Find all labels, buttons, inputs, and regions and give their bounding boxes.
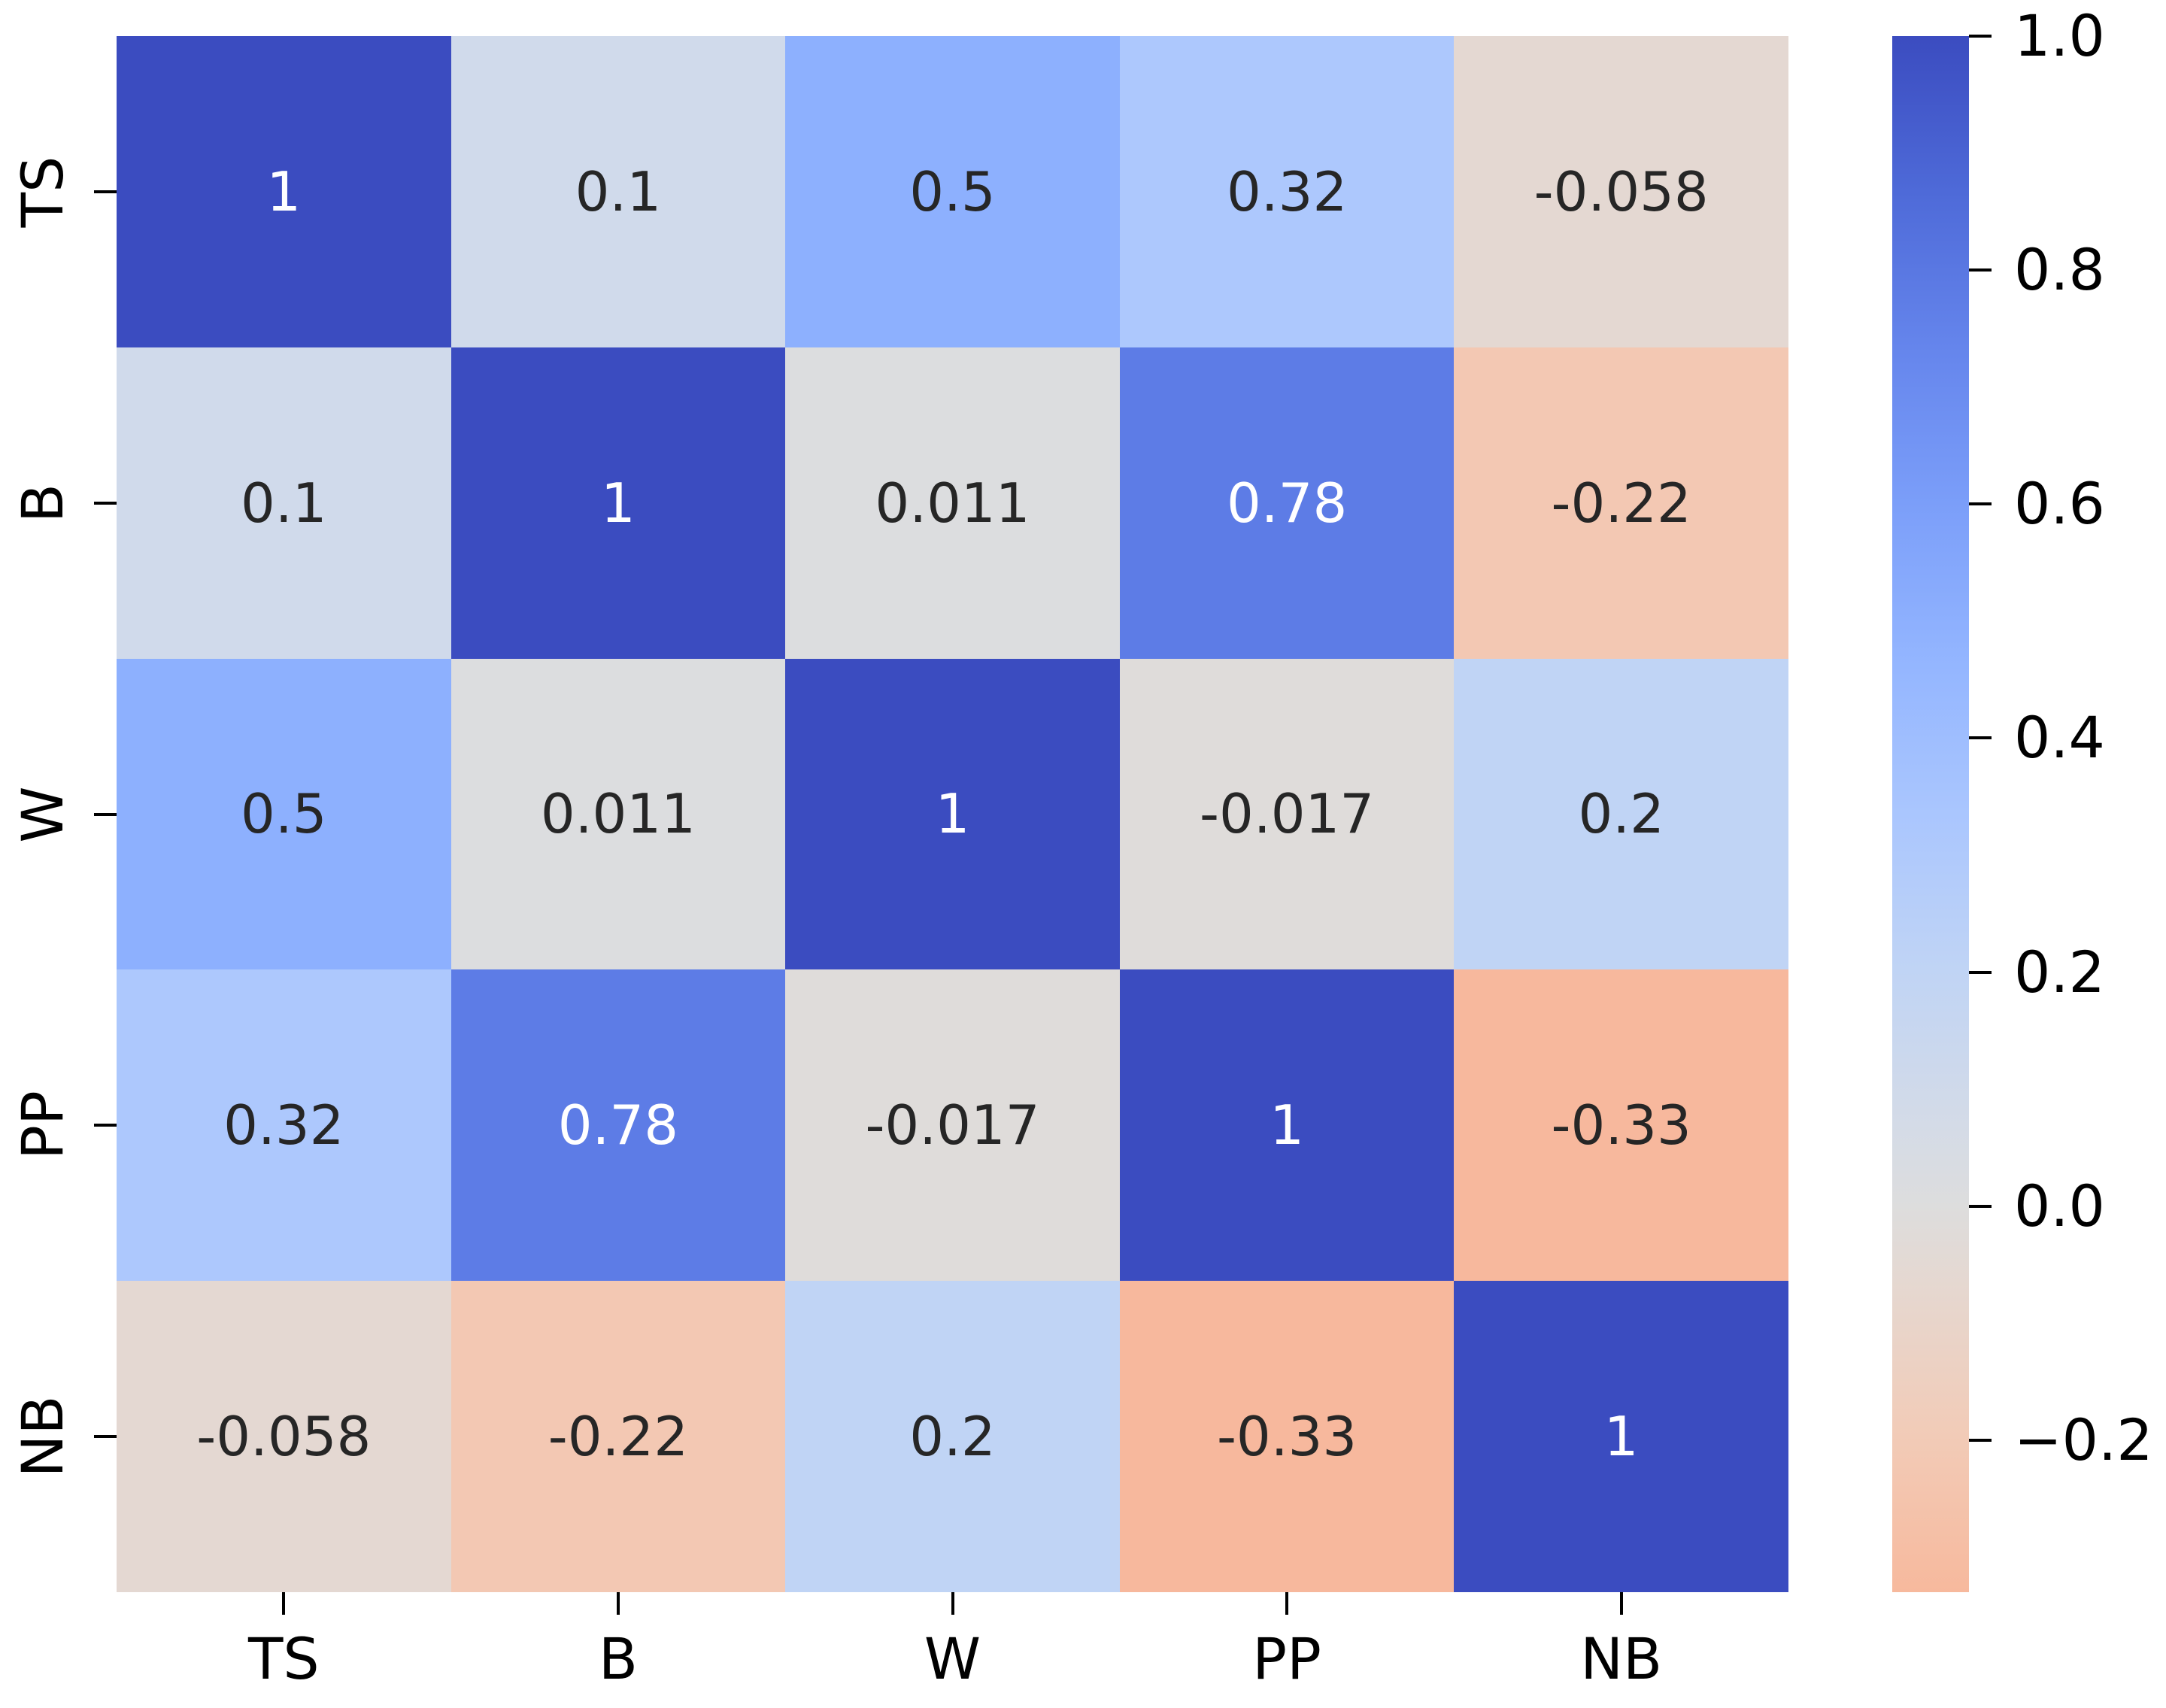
y-tick-label-NB: NB — [9, 1395, 76, 1478]
heatmap-cell-B-W: 0.011 — [785, 347, 1120, 659]
y-tick-mark — [94, 1124, 117, 1127]
colorbar-tick-mark — [1969, 35, 1992, 38]
colorbar-tick-label-0.2: 0.2 — [2014, 938, 2105, 1006]
heatmap-cell-TS-NB: -0.058 — [1454, 36, 1788, 347]
colorbar-tick-mark — [1969, 1438, 1992, 1442]
colorbar-tick-label-1.0: 1.0 — [2014, 2, 2105, 69]
colorbar-tick-mark — [1969, 970, 1992, 974]
heatmap-cell-B-B: 1 — [450, 347, 786, 659]
x-tick-label-PP: PP — [1252, 1625, 1321, 1692]
heatmap-cell-PP-B: 0.78 — [450, 969, 786, 1282]
heatmap-cell-W-W: 1 — [785, 658, 1120, 970]
heatmap-cell-TS-W: 0.5 — [785, 36, 1120, 347]
x-tick-label-W: W — [924, 1625, 981, 1692]
colorbar-tick-label-0.8: 0.8 — [2014, 236, 2105, 304]
heatmap-cell-NB-B: -0.22 — [450, 1281, 786, 1592]
heatmap-cell-W-NB: 0.2 — [1454, 658, 1788, 970]
colorbar-tick-mark — [1969, 736, 1992, 740]
heatmap-cell-NB-PP: -0.33 — [1119, 1281, 1455, 1592]
x-tick-mark — [951, 1592, 954, 1615]
y-tick-mark — [94, 1435, 117, 1439]
colorbar-tick-mark — [1969, 502, 1992, 506]
x-tick-mark — [1619, 1592, 1623, 1615]
heatmap-grid: 1 0.1 0.5 0.32 -0.058 0.1 1 0.011 0.78 -0.22 0.5 0.… — [117, 36, 1788, 1592]
y-tick-label-PP: PP — [9, 1091, 76, 1160]
heatmap-cell-W-TS: 0.5 — [117, 658, 451, 970]
heatmap-cell-NB-W: 0.2 — [785, 1281, 1120, 1592]
heatmap-cell-B-TS: 0.1 — [117, 347, 451, 659]
y-tick-label-W: W — [9, 785, 76, 843]
colorbar-gradient — [1892, 36, 1969, 1592]
heatmap-cell-B-PP: 0.78 — [1119, 347, 1455, 659]
x-tick-mark — [616, 1592, 620, 1615]
y-tick-mark — [94, 501, 117, 505]
heatmap-cell-NB-NB: 1 — [1454, 1281, 1788, 1592]
x-tick-label-NB: NB — [1580, 1625, 1663, 1692]
heatmap-cell-W-B: 0.011 — [450, 658, 786, 970]
y-tick-mark — [94, 190, 117, 193]
y-tick-mark — [94, 812, 117, 816]
x-tick-label-TS: TS — [247, 1625, 320, 1692]
y-tick-label-B: B — [9, 483, 76, 523]
heatmap-cell-NB-TS: -0.058 — [117, 1281, 451, 1592]
colorbar-tick-label-−0.2: −0.2 — [2014, 1406, 2153, 1473]
colorbar-tick-label-0.4: 0.4 — [2014, 704, 2105, 772]
x-tick-label-B: B — [598, 1625, 638, 1692]
heatmap-cell-PP-W: -0.017 — [785, 969, 1120, 1282]
heatmap-cell-PP-TS: 0.32 — [117, 969, 451, 1282]
colorbar-tick-label-0.0: 0.0 — [2014, 1172, 2105, 1239]
colorbar-tick-label-0.6: 0.6 — [2014, 470, 2105, 538]
heatmap-cell-W-PP: -0.017 — [1119, 658, 1455, 970]
heatmap-cell-TS-PP: 0.32 — [1119, 36, 1455, 347]
y-tick-label-TS: TS — [9, 156, 76, 228]
heatmap-cell-B-NB: -0.22 — [1454, 347, 1788, 659]
heatmap-cell-TS-B: 0.1 — [450, 36, 786, 347]
colorbar-tick-mark — [1969, 268, 1992, 272]
x-tick-mark — [1285, 1592, 1289, 1615]
heatmap-cell-PP-NB: -0.33 — [1454, 969, 1788, 1282]
heatmap-cell-TS-TS: 1 — [117, 36, 451, 347]
x-tick-mark — [282, 1592, 286, 1615]
colorbar-tick-mark — [1969, 1204, 1992, 1208]
heatmap-cell-PP-PP: 1 — [1119, 969, 1455, 1282]
